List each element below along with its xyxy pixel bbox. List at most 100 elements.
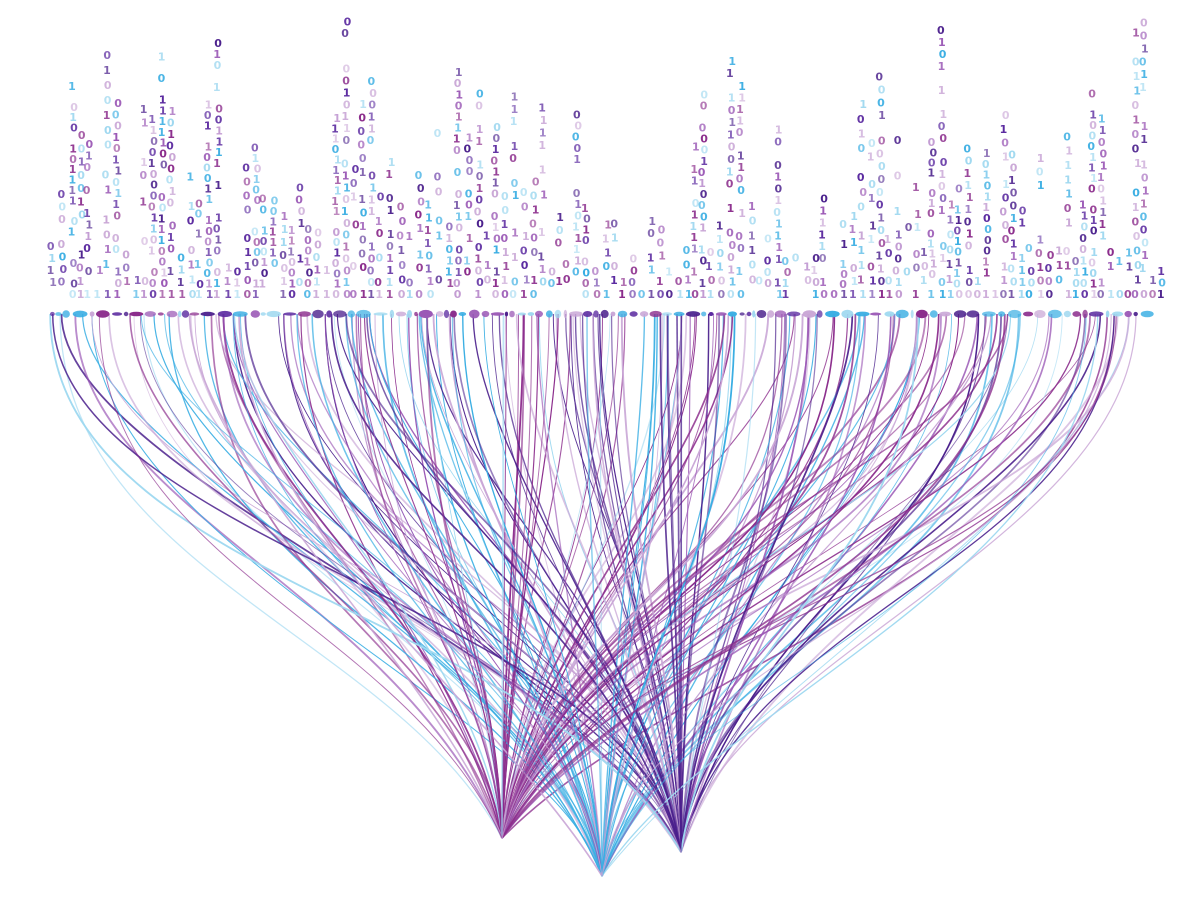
binary-digit: 1: [493, 266, 501, 279]
binary-digit: 0: [214, 59, 222, 72]
binary-digit: 0: [490, 154, 498, 167]
binary-digit: 1: [851, 275, 859, 288]
binary-digit: 1: [475, 135, 483, 148]
node-dot: [929, 310, 938, 318]
binary-digit: 0: [675, 275, 683, 288]
binary-digit: 1: [281, 210, 289, 223]
binary-digit: 0: [727, 251, 735, 264]
binary-digit: 1: [927, 288, 935, 301]
binary-digit: 0: [894, 252, 902, 265]
binary-digit: 0: [475, 264, 483, 277]
binary-digit: 1: [453, 133, 461, 146]
binary-digit: 1: [869, 219, 877, 232]
connection-curve: [601, 313, 1087, 877]
binary-digit: 1: [938, 204, 946, 217]
binary-digit: 1: [502, 260, 510, 273]
binary-digit: 0: [104, 124, 112, 137]
binary-digit: 1: [538, 139, 546, 152]
connection-curve: [49, 313, 682, 853]
node-dot: [1112, 311, 1124, 317]
binary-digit: 0: [288, 256, 296, 269]
binary-digit: 0: [894, 169, 902, 182]
binary-digit: 0: [288, 288, 296, 301]
binary-digit: 1: [213, 81, 221, 94]
binary-digit: 0: [112, 109, 120, 122]
binary-digit: 0: [984, 234, 992, 247]
binary-digit: 0: [726, 227, 734, 240]
connection-curve: [91, 313, 682, 853]
binary-digit: 1: [342, 169, 350, 182]
binary-digit: 0: [964, 215, 972, 228]
binary-digit: 1: [1073, 266, 1081, 279]
binary-digit: 0: [1002, 233, 1010, 246]
binary-digit: 1: [269, 246, 277, 259]
binary-digit: 1: [1099, 230, 1107, 243]
binary-digit: 1: [368, 193, 376, 206]
binary-digit: 1: [405, 230, 413, 243]
binary-digit: 0: [314, 239, 322, 252]
binary-digit: 1: [252, 288, 260, 301]
binary-digit: 0: [159, 148, 167, 161]
binary-digit: 0: [244, 232, 252, 245]
binary-digit: 0: [259, 193, 267, 206]
connection-curve: [680, 313, 811, 853]
binary-digit: 1: [178, 264, 186, 277]
connection-curve: [483, 313, 603, 877]
connection-curve: [345, 313, 682, 853]
binary-digit: 0: [983, 245, 991, 258]
binary-digit: 0: [1089, 119, 1097, 132]
binary-digit: 0: [930, 146, 938, 159]
binary-digit: 1: [1133, 85, 1141, 98]
binary-digit: 1: [982, 201, 990, 214]
connection-curve: [451, 313, 603, 877]
binary-digit: 0: [251, 225, 259, 238]
binary-digit: 1: [168, 288, 176, 301]
node-dot: [389, 309, 395, 319]
node-dot: [232, 311, 248, 317]
binary-digit: 0: [658, 224, 666, 237]
binary-digit: 0: [296, 182, 304, 195]
node-dot: [443, 309, 450, 319]
binary-digit: 0: [1064, 202, 1072, 215]
binary-digit: 0: [1008, 149, 1016, 162]
binary-digit: 1: [983, 266, 991, 279]
binary-digit: 1: [738, 80, 746, 93]
binary-digit: 1: [803, 260, 811, 273]
binary-digit: 0: [521, 259, 529, 272]
binary-digit: 1: [214, 179, 222, 192]
binary-digit: 1: [139, 196, 147, 209]
binary-digit: 1: [332, 133, 340, 146]
binary-digit: 0: [150, 135, 158, 148]
binary-digit: 1: [416, 222, 424, 235]
binary-digit: 0: [298, 205, 306, 218]
binary-digit: 1: [520, 288, 528, 301]
binary-digit: 1: [68, 80, 76, 93]
binary-digit: 1: [878, 109, 886, 122]
binary-digit: 1: [954, 235, 962, 248]
binary-digit: 1: [83, 207, 91, 220]
binary-digit: 1: [112, 131, 120, 144]
binary-digit: 1: [341, 110, 349, 123]
binary-digit: 0: [306, 266, 314, 279]
binary-digit: 1: [867, 233, 875, 246]
node-dot: [481, 310, 490, 318]
binary-digit: 1: [195, 288, 203, 301]
binary-digit: 0: [1131, 288, 1139, 301]
binary-digit: 0: [892, 264, 900, 277]
binary-digit: 1: [1140, 159, 1148, 172]
binary-digit: 1: [280, 236, 288, 249]
binary-digit: 1: [1126, 260, 1134, 273]
binary-digit: 1: [728, 116, 736, 129]
node-dot: [593, 310, 599, 318]
binary-digit: 0: [792, 252, 800, 265]
connection-curve: [501, 313, 987, 839]
binary-digit: 0: [1088, 182, 1096, 195]
binary-digit: 1: [493, 243, 501, 256]
node-dot: [72, 310, 88, 318]
binary-digit: 1: [359, 220, 367, 233]
binary-digit: 0: [493, 232, 501, 245]
binary-digit: 1: [954, 203, 962, 216]
binary-digit: 1: [1002, 151, 1010, 164]
binary-digit: 0: [476, 276, 484, 289]
binary-digit: 1: [858, 259, 866, 272]
